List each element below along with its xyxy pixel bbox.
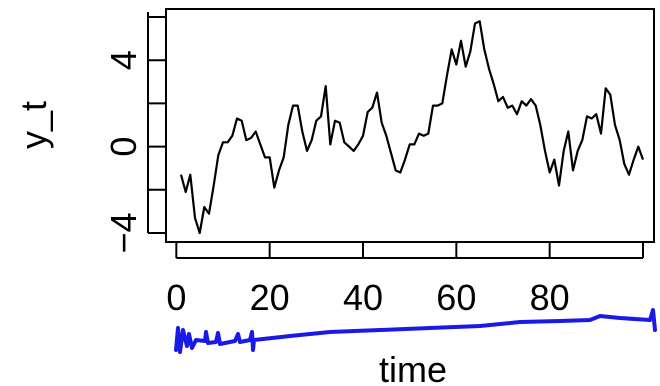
series-group: [179, 20, 645, 235]
y-axis: −4 0 4: [103, 12, 166, 254]
y-tick-label: 0: [103, 137, 144, 157]
x-tick-label: 20: [250, 277, 290, 318]
x-axis-title: time: [379, 349, 447, 386]
x-tick-label: 60: [436, 277, 476, 318]
x-tick-label: 0: [166, 277, 186, 318]
x-tick-label: 80: [530, 277, 570, 318]
x-axis: 0 20 40 60 80: [166, 243, 644, 318]
y-tick-label: 4: [103, 50, 144, 70]
handwritten-scribble-annotation: [174, 308, 657, 354]
y-tick-label: −4: [103, 212, 144, 253]
y-axis-title: y_t: [13, 101, 54, 149]
series-line: [179, 20, 645, 235]
x-tick-label: 40: [343, 277, 383, 318]
plot-frame: [165, 8, 655, 243]
